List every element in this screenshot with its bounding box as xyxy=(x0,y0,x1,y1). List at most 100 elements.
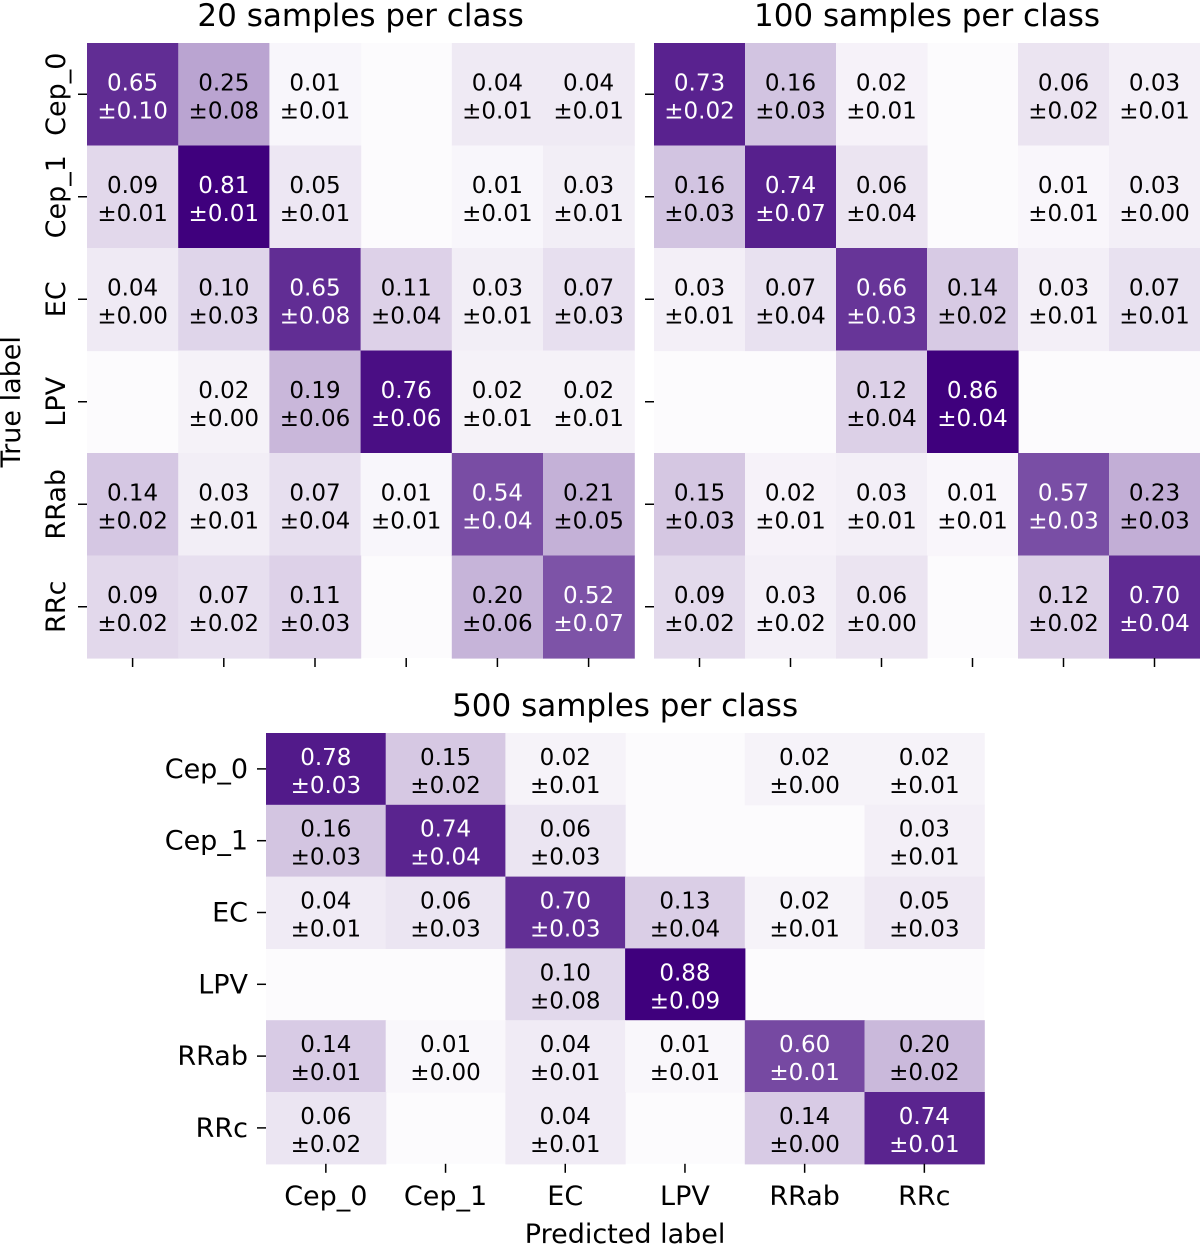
heatmap-cell xyxy=(864,1092,985,1165)
cell-value-label: 0.01 xyxy=(1038,173,1089,199)
cell-value-label: 0.06 xyxy=(856,583,907,609)
heatmap-cell xyxy=(178,145,270,249)
heatmap-cell xyxy=(654,43,746,147)
heatmap-cell xyxy=(1018,453,1110,557)
cell-error-label: ±0.01 xyxy=(371,508,441,534)
panel-title: 500 samples per class xyxy=(452,688,798,724)
cell-error-label: ±0.06 xyxy=(462,611,532,637)
cell-error-label: ±0.10 xyxy=(97,98,167,124)
cell-error-label: ±0.01 xyxy=(189,508,259,534)
y-tick-label-cep-1: Cep_1 xyxy=(165,826,248,857)
cell-error-label: ±0.01 xyxy=(280,98,350,124)
heatmap-cell xyxy=(451,43,544,147)
cell-error-label: ±0.02 xyxy=(189,611,259,637)
cell-error-label: ±0.02 xyxy=(889,1060,959,1086)
cell-value-label: 0.15 xyxy=(420,745,471,771)
heatmap-cell xyxy=(505,948,626,1021)
cell-error-label: ±0.04 xyxy=(371,303,441,329)
cell-error-label: ±0.02 xyxy=(664,611,734,637)
cell-value-label: 0.25 xyxy=(198,70,249,96)
cell-error-label: ±0.06 xyxy=(371,406,441,432)
cell-error-label: ±0.00 xyxy=(769,773,839,799)
cell-error-label: ±0.03 xyxy=(291,845,361,871)
cell-value-label: 0.04 xyxy=(563,70,614,96)
cell-value-label: 0.65 xyxy=(289,275,340,301)
heatmap-cell xyxy=(543,453,635,557)
cell-value-label: 0.78 xyxy=(300,745,351,771)
cell-error-label: ±0.01 xyxy=(664,303,734,329)
heatmap-cell xyxy=(178,555,270,659)
y-tick-label-cep-0: Cep_0 xyxy=(165,754,248,785)
cell-error-label: ±0.03 xyxy=(846,303,916,329)
heatmap-cell xyxy=(269,350,362,454)
heatmap-cell xyxy=(745,145,837,249)
cell-value-label: 0.09 xyxy=(107,583,158,609)
cell-error-label: ±0.01 xyxy=(553,406,623,432)
heatmap-cell xyxy=(1109,248,1200,352)
cell-value-label: 0.02 xyxy=(856,70,907,96)
cell-value-label: 0.02 xyxy=(472,378,523,404)
heatmap-cell xyxy=(266,1020,387,1093)
y-tick-label-rrab: RRab xyxy=(177,1041,248,1072)
cell-error-label: ±0.01 xyxy=(291,917,361,943)
cell-value-label: 0.86 xyxy=(947,378,998,404)
cell-value-label: 0.65 xyxy=(107,70,158,96)
heatmap-cell xyxy=(1109,453,1200,557)
cell-value-label: 0.07 xyxy=(563,275,614,301)
cell-error-label: ±0.00 xyxy=(769,1132,839,1158)
cell-error-label: ±0.01 xyxy=(530,1060,600,1086)
cell-error-label: ±0.01 xyxy=(937,508,1007,534)
heatmap-cell xyxy=(178,453,270,557)
heatmap-cell xyxy=(360,350,453,454)
cell-error-label: ±0.09 xyxy=(650,988,720,1014)
heatmap-cell xyxy=(927,453,1019,557)
panel-500-samples: 0.78±0.030.15±0.020.02±0.010.02±0.000.02… xyxy=(165,688,985,1250)
cell-error-label: ±0.03 xyxy=(755,98,825,124)
heatmap-cell xyxy=(178,248,270,352)
cell-error-label: ±0.01 xyxy=(553,201,623,227)
y-tick-label-cep-1: Cep_1 xyxy=(41,155,72,238)
cell-error-label: ±0.01 xyxy=(1028,303,1098,329)
cell-error-label: ±0.02 xyxy=(664,98,734,124)
heatmap-cell xyxy=(505,1020,626,1093)
cell-value-label: 0.03 xyxy=(198,480,249,506)
cell-error-label: ±0.03 xyxy=(189,303,259,329)
cell-error-label: ±0.03 xyxy=(530,845,600,871)
heatmap-cell xyxy=(178,43,270,147)
cell-value-label: 0.03 xyxy=(765,583,816,609)
heatmap-cell xyxy=(505,733,626,806)
heatmap-cell xyxy=(625,948,746,1021)
cell-value-label: 0.02 xyxy=(540,745,591,771)
x-tick-label-ec: EC xyxy=(547,1181,583,1212)
heatmap-cell xyxy=(745,43,837,147)
cell-value-label: 0.06 xyxy=(1038,70,1089,96)
cell-error-label: ±0.04 xyxy=(410,845,480,871)
y-tick-label-lpv: LPV xyxy=(198,969,248,1000)
cell-value-label: 0.01 xyxy=(472,173,523,199)
heatmap-cell xyxy=(360,248,453,352)
x-tick-label-lpv: LPV xyxy=(660,1181,710,1212)
cell-value-label: 0.03 xyxy=(472,275,523,301)
heatmap-cell xyxy=(543,43,635,147)
cell-value-label: 0.03 xyxy=(1129,70,1180,96)
cell-value-label: 0.66 xyxy=(856,275,907,301)
cell-error-label: ±0.01 xyxy=(846,508,916,534)
cell-error-label: ±0.03 xyxy=(291,773,361,799)
cell-error-label: ±0.01 xyxy=(97,201,167,227)
cell-value-label: 0.06 xyxy=(420,889,471,915)
cell-value-label: 0.13 xyxy=(659,889,710,915)
cell-error-label: ±0.01 xyxy=(755,508,825,534)
heatmap-cell xyxy=(654,248,746,352)
cell-value-label: 0.16 xyxy=(674,173,725,199)
cell-error-label: ±0.01 xyxy=(1119,303,1189,329)
cell-value-label: 0.12 xyxy=(1038,583,1089,609)
heatmap-cell xyxy=(745,555,837,659)
cell-error-label: ±0.01 xyxy=(280,201,350,227)
cell-value-label: 0.21 xyxy=(563,480,614,506)
cell-value-label: 0.02 xyxy=(563,378,614,404)
cell-value-label: 0.15 xyxy=(674,480,725,506)
heatmap-cell xyxy=(543,145,635,249)
heatmap-cell xyxy=(266,876,387,949)
